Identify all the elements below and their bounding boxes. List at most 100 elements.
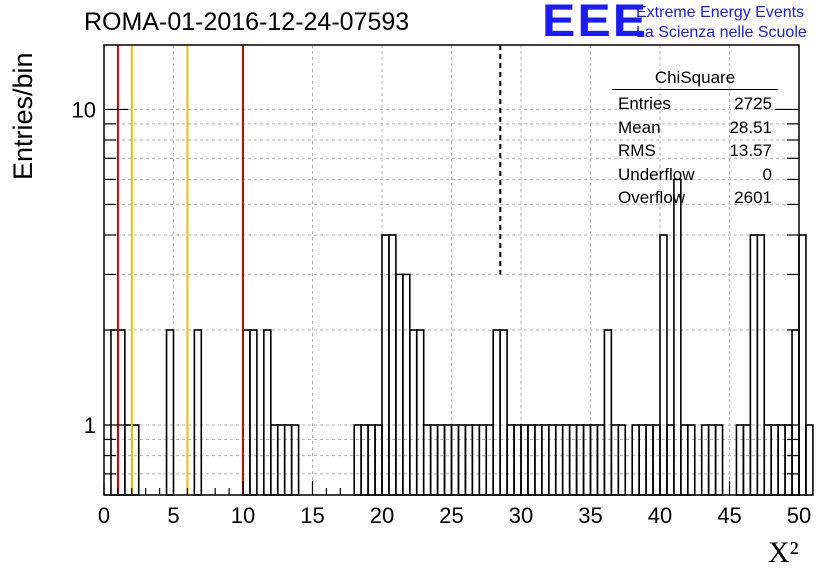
histogram-bar bbox=[617, 424, 627, 496]
stats-row-underflow: Underflow 0 bbox=[612, 163, 778, 187]
x-tick-label: 45 bbox=[717, 503, 741, 528]
histogram-bar bbox=[471, 424, 481, 496]
histogram-bar bbox=[547, 424, 557, 496]
x-tick-label: 30 bbox=[509, 503, 533, 528]
histogram-bar bbox=[805, 424, 814, 496]
histogram-bar bbox=[561, 424, 571, 496]
x-tick-label: 50 bbox=[787, 503, 811, 528]
histogram-bar bbox=[249, 329, 258, 496]
x-tick-label: 25 bbox=[439, 503, 463, 528]
histogram-bar bbox=[777, 424, 786, 496]
stats-label: Overflow bbox=[618, 188, 686, 207]
histogram-bar bbox=[513, 424, 522, 496]
histogram-bar bbox=[374, 424, 383, 496]
histogram-bar bbox=[117, 329, 126, 496]
histogram-bar bbox=[541, 424, 550, 496]
histogram-bar bbox=[395, 273, 404, 496]
stats-label: Mean bbox=[618, 117, 661, 137]
histogram-bar bbox=[735, 424, 745, 496]
histogram-bar bbox=[527, 424, 536, 496]
histogram-bar bbox=[242, 329, 251, 496]
stats-row-entries: Entries 2725 bbox=[612, 92, 778, 116]
histogram-bar bbox=[269, 424, 279, 496]
histogram-bar bbox=[478, 424, 488, 496]
histogram-bar bbox=[263, 329, 272, 496]
histogram-bar bbox=[686, 424, 696, 496]
histogram-bar bbox=[131, 424, 140, 496]
eee-logo: EEE bbox=[542, 0, 649, 46]
stats-box: ChiSquare Entries 2725 Mean 28.51 RMS 13… bbox=[612, 68, 778, 210]
histogram-bar bbox=[798, 234, 807, 496]
stats-value: 28.51 bbox=[729, 117, 772, 137]
stats-box-title: ChiSquare bbox=[612, 68, 778, 90]
histogram-bar bbox=[638, 424, 647, 496]
histogram-bar bbox=[575, 424, 585, 496]
histogram-bar bbox=[165, 329, 175, 496]
stats-row-overflow: Overflow 2601 bbox=[612, 186, 778, 210]
x-tick-label: 10 bbox=[231, 503, 255, 528]
histogram-bar bbox=[631, 424, 640, 496]
histogram-bar bbox=[534, 424, 543, 496]
logo-line-2: La Scienza nelle Scuole bbox=[636, 24, 807, 41]
x-tick-label: 35 bbox=[578, 503, 602, 528]
histogram-bar bbox=[554, 424, 564, 496]
stats-row-rms: RMS 13.57 bbox=[612, 139, 778, 163]
stats-label: Entries bbox=[618, 94, 671, 113]
histogram-bar bbox=[680, 424, 689, 496]
stats-label: Underflow bbox=[618, 164, 695, 184]
histogram-bar bbox=[520, 424, 529, 496]
logo-line-1: Extreme Energy Events bbox=[636, 4, 805, 21]
histogram-bar bbox=[652, 424, 661, 496]
histogram-bar bbox=[784, 424, 793, 496]
x-axis-label: X² bbox=[768, 536, 799, 569]
histogram-bar bbox=[492, 329, 501, 496]
stats-value: 2725 bbox=[734, 94, 772, 113]
histogram-bar bbox=[499, 329, 508, 496]
histogram-bar bbox=[770, 424, 779, 496]
histogram-bar bbox=[582, 424, 592, 496]
histogram-bar bbox=[763, 424, 772, 496]
histogram-bar bbox=[464, 424, 474, 496]
histogram-bar bbox=[791, 329, 800, 496]
x-tick-label: 15 bbox=[300, 503, 324, 528]
histogram-bar bbox=[700, 424, 710, 496]
histogram-bar bbox=[290, 424, 300, 496]
stats-value: 0 bbox=[762, 164, 772, 184]
histogram-bar bbox=[402, 273, 411, 496]
stats-value: 2601 bbox=[734, 188, 772, 207]
histogram-bar bbox=[506, 424, 515, 496]
histogram-bar bbox=[673, 178, 682, 496]
histogram-bar bbox=[610, 424, 620, 496]
histogram-bar bbox=[568, 424, 578, 496]
histogram-bar bbox=[124, 424, 133, 496]
histogram-bar bbox=[714, 424, 724, 496]
histogram-bar bbox=[485, 424, 494, 496]
histogram-bar bbox=[415, 329, 425, 496]
histogram-bar bbox=[742, 424, 752, 496]
axes: 0 5 10 15 20 25 30 35 40 45 50 1 10 bbox=[72, 97, 812, 528]
x-tick-label: 0 bbox=[98, 503, 110, 528]
histogram-bar bbox=[422, 424, 432, 496]
histogram-bar bbox=[457, 424, 467, 496]
x-tick-label: 20 bbox=[370, 503, 394, 528]
y-tick-label: 1 bbox=[84, 413, 96, 438]
stats-value: 13.57 bbox=[729, 141, 772, 160]
histogram-bar bbox=[429, 424, 439, 496]
stats-label: RMS bbox=[618, 141, 656, 160]
histogram-bar bbox=[193, 329, 203, 496]
y-tick-label: 10 bbox=[72, 97, 96, 122]
histogram-bars bbox=[110, 178, 814, 496]
stats-row-mean: Mean 28.51 bbox=[612, 116, 778, 140]
histogram-bar bbox=[596, 424, 606, 496]
histogram-bar bbox=[603, 329, 613, 496]
histogram-bar bbox=[367, 424, 376, 496]
histogram-bar bbox=[436, 424, 446, 496]
histogram-bar bbox=[283, 424, 293, 496]
x-tick-label: 5 bbox=[167, 503, 179, 528]
chart-title: ROMA-01-2016-12-24-07593 bbox=[84, 8, 410, 36]
histogram-bar bbox=[707, 424, 717, 496]
reference-lines bbox=[116, 45, 502, 495]
histogram-bar bbox=[110, 329, 119, 496]
